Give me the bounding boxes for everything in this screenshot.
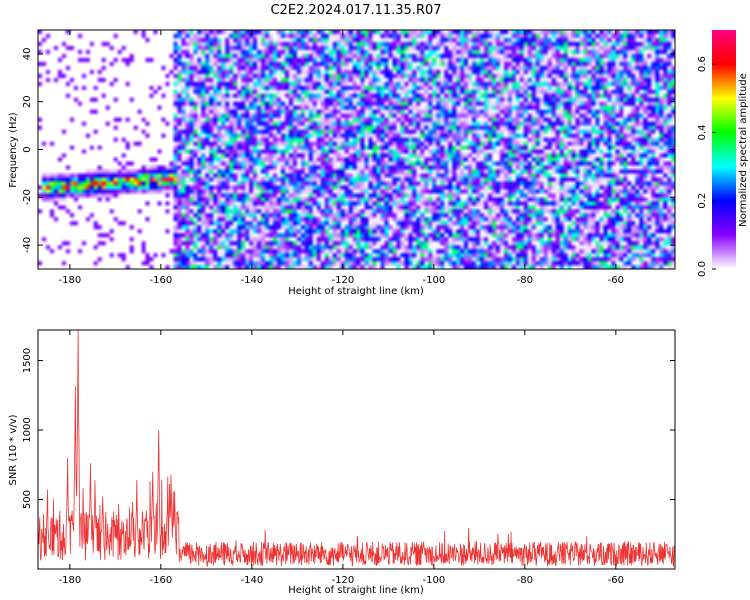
spectrogram-xtick-label: -80 (517, 275, 533, 286)
snr-series-line (38, 330, 675, 568)
snr-panel: -180 -160 -140 -120 -100 -80 -60 500 1000 1500 He… (8, 329, 676, 596)
spectrogram-ytick-label: 20 (22, 95, 33, 108)
spectrogram-ylabel: Frequency (Hz) (8, 112, 19, 188)
spectrogram-xtick-label: -60 (608, 275, 624, 286)
spectrogram-xtick-label: -120 (331, 275, 354, 286)
snr-frame (37, 329, 676, 570)
snr-xtick-label: -180 (58, 575, 81, 586)
colorbar-gradient (712, 30, 736, 269)
snr-xtick-label: -140 (240, 575, 263, 586)
colorbar-tick-label: 0.0 (697, 261, 708, 277)
colorbar-label: Normalized spectral amplitude (738, 73, 749, 227)
snr-xtick-label: -120 (331, 575, 354, 586)
spectrogram-xtick-label: -180 (58, 275, 81, 286)
snr-xtick-label: -60 (608, 575, 624, 586)
spectrogram-xtick-label: -160 (149, 275, 172, 286)
spectrogram-xtick-label: -100 (422, 275, 445, 286)
spectrogram-ytick-label: 0 (22, 146, 33, 152)
spectrogram-ytick-label: -40 (22, 237, 33, 253)
snr-xtick-label: -80 (517, 575, 533, 586)
snr-xlabel: Height of straight line (km) (288, 585, 424, 596)
snr-ytick-label: 1000 (22, 417, 33, 442)
spectrogram-xtick-label: -140 (240, 275, 263, 286)
colorbar-tick-label: 0.4 (697, 124, 708, 140)
colorbar: 0.0 0.2 0.4 0.6 Normalized spectral amplitu… (697, 30, 749, 277)
colorbar-tick-label: 0.2 (697, 193, 708, 209)
figure-title: C2E2.2024.017.11.35.R07 (270, 3, 441, 18)
snr-xtick-label: -100 (422, 575, 445, 586)
spectrogram-panel: -180 -160 -140 -120 -100 -80 -60 -40 -20 0 20 40 He… (8, 29, 676, 297)
spectrogram-ytick-label: 40 (22, 48, 33, 61)
spectrogram-xlabel: Height of straight line (km) (288, 286, 424, 297)
snr-ytick-label: 500 (22, 490, 33, 509)
snr-xtick-label: -160 (149, 575, 172, 586)
snr-ytick-label: 1500 (22, 348, 33, 373)
colorbar-tick-label: 0.6 (697, 56, 708, 72)
snr-ylabel: SNR (10 * v/v) (8, 414, 19, 485)
spectrogram-ytick-label: -20 (22, 189, 33, 205)
